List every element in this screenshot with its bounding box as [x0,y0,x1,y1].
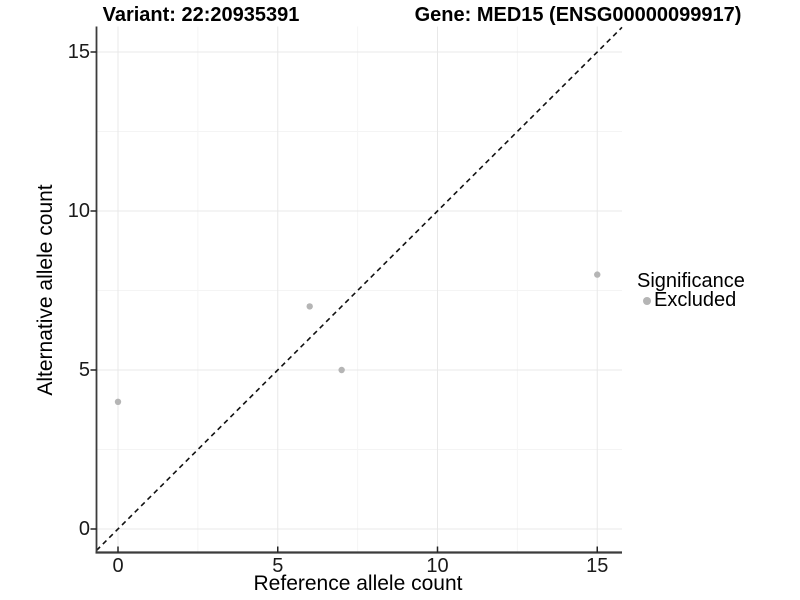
legend-item-excluded: Excluded [654,289,737,311]
plot-title-variant: Variant: 22:20935391 [102,4,300,26]
legend-point-icon [643,297,651,305]
scatter-point [594,271,601,278]
scatter-point [306,303,313,310]
y-tick-label: 5 [78,359,90,381]
x-axis-title: Reference allele count [253,572,463,595]
minor-gridlines [96,26,622,553]
identity-reference-line [95,26,623,551]
x-tick-label: 10 [426,555,449,577]
x-tick-label: 15 [586,555,609,577]
axis-tick-marks [90,51,598,553]
x-tick-label: 5 [272,555,284,577]
y-tick-label: 0 [78,518,90,540]
scatter-point [338,366,345,374]
identity-line [95,26,623,551]
legend-title: Significance [637,270,745,292]
plot-title-gene: Gene: MED15 (ENSG00000099917) [414,4,742,26]
y-tick-label: 10 [67,200,90,222]
x-tick-label: 0 [112,555,124,577]
y-tick-label: 15 [67,41,90,63]
y-axis-title: Alternative allele count [34,184,57,396]
axis-lines [95,26,622,554]
scatter-point [114,398,122,405]
data-points [114,271,601,405]
major-gridlines [96,26,622,553]
